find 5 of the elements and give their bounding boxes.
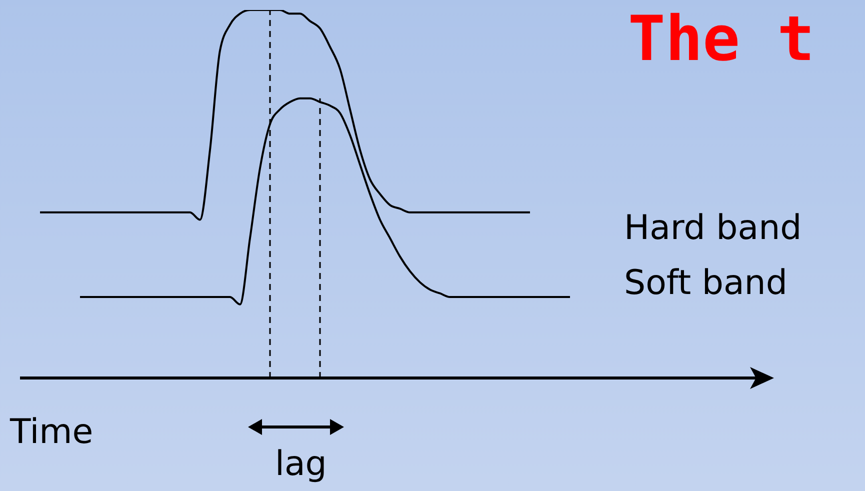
series-label: Soft band xyxy=(624,263,788,303)
text: lag xyxy=(275,444,327,484)
text: The t xyxy=(628,2,815,75)
text: Hard band xyxy=(624,208,802,248)
x-axis-title: Time xyxy=(10,412,94,452)
